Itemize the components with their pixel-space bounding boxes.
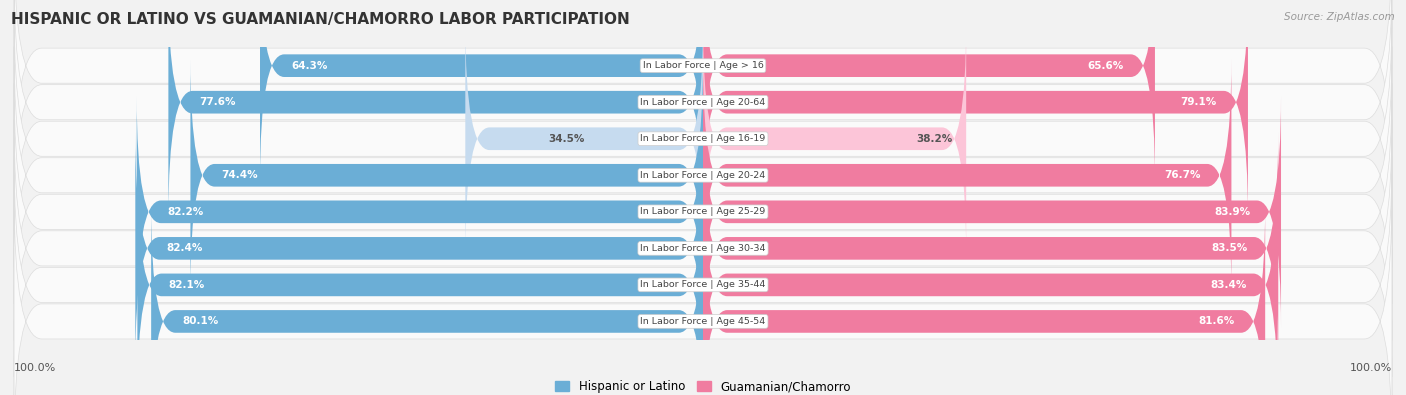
Text: 74.4%: 74.4% [221,170,259,180]
Text: HISPANIC OR LATINO VS GUAMANIAN/CHAMORRO LABOR PARTICIPATION: HISPANIC OR LATINO VS GUAMANIAN/CHAMORRO… [11,12,630,27]
FancyBboxPatch shape [136,95,703,328]
FancyBboxPatch shape [14,0,1392,231]
FancyBboxPatch shape [703,0,1249,219]
Text: In Labor Force | Age 35-44: In Labor Force | Age 35-44 [640,280,766,290]
FancyBboxPatch shape [703,59,1232,292]
FancyBboxPatch shape [260,0,703,182]
Text: In Labor Force | Age 45-54: In Labor Force | Age 45-54 [640,317,766,326]
FancyBboxPatch shape [703,22,966,255]
Text: In Labor Force | Age > 16: In Labor Force | Age > 16 [643,61,763,70]
FancyBboxPatch shape [152,205,703,395]
FancyBboxPatch shape [14,0,1392,194]
Text: In Labor Force | Age 20-24: In Labor Force | Age 20-24 [640,171,766,180]
FancyBboxPatch shape [465,22,703,255]
Text: 100.0%: 100.0% [1350,363,1392,373]
Text: 64.3%: 64.3% [291,61,328,71]
Text: 83.4%: 83.4% [1211,280,1247,290]
FancyBboxPatch shape [703,95,1281,328]
FancyBboxPatch shape [138,168,703,395]
Text: 65.6%: 65.6% [1088,61,1123,71]
Text: 79.1%: 79.1% [1181,97,1218,107]
FancyBboxPatch shape [703,168,1278,395]
FancyBboxPatch shape [169,0,703,219]
FancyBboxPatch shape [190,59,703,292]
Text: In Labor Force | Age 16-19: In Labor Force | Age 16-19 [640,134,766,143]
Legend: Hispanic or Latino, Guamanian/Chamorro: Hispanic or Latino, Guamanian/Chamorro [550,376,856,395]
Text: In Labor Force | Age 20-64: In Labor Force | Age 20-64 [640,98,766,107]
Text: 100.0%: 100.0% [14,363,56,373]
Text: 82.4%: 82.4% [166,243,202,253]
FancyBboxPatch shape [14,83,1392,340]
FancyBboxPatch shape [703,0,1154,182]
Text: Source: ZipAtlas.com: Source: ZipAtlas.com [1284,12,1395,22]
FancyBboxPatch shape [14,120,1392,377]
Text: 34.5%: 34.5% [548,134,585,144]
Text: 83.5%: 83.5% [1211,243,1247,253]
FancyBboxPatch shape [703,205,1265,395]
Text: 83.9%: 83.9% [1213,207,1250,217]
Text: 38.2%: 38.2% [917,134,953,144]
Text: 81.6%: 81.6% [1198,316,1234,326]
FancyBboxPatch shape [14,193,1392,395]
Text: 82.2%: 82.2% [167,207,204,217]
Text: In Labor Force | Age 25-29: In Labor Force | Age 25-29 [640,207,766,216]
Text: 77.6%: 77.6% [200,97,236,107]
Text: In Labor Force | Age 30-34: In Labor Force | Age 30-34 [640,244,766,253]
FancyBboxPatch shape [703,132,1278,365]
Text: 76.7%: 76.7% [1164,170,1201,180]
FancyBboxPatch shape [14,156,1392,395]
Text: 80.1%: 80.1% [183,316,218,326]
FancyBboxPatch shape [14,10,1392,267]
FancyBboxPatch shape [14,47,1392,304]
FancyBboxPatch shape [135,132,703,365]
Text: 82.1%: 82.1% [169,280,205,290]
